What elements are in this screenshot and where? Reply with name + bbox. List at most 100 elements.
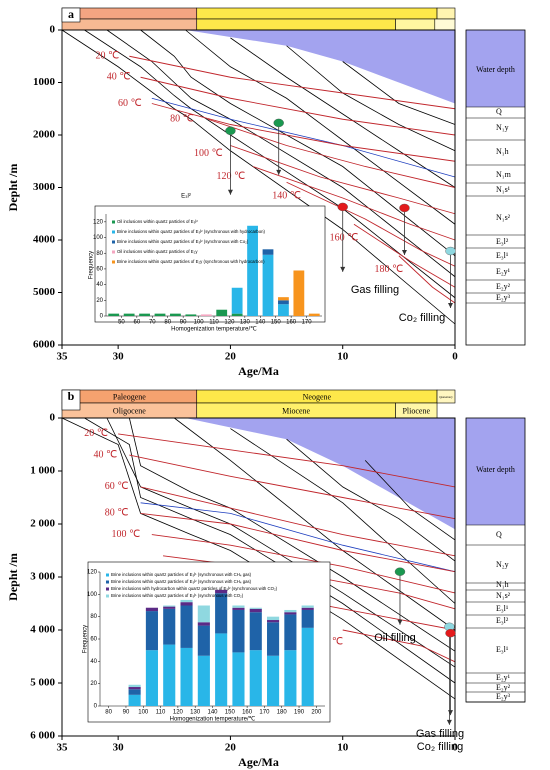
bar — [197, 622, 210, 626]
timescale-label: Paleogene — [113, 392, 146, 401]
x-tick-label: 170 — [259, 710, 270, 716]
filling-marker — [225, 126, 236, 136]
isotherm-line — [140, 76, 456, 136]
bar — [301, 605, 314, 608]
x-tick-label: 160 — [286, 320, 297, 326]
isotherm-label: 40 ℃ — [94, 449, 118, 460]
column-label: Water depth — [476, 465, 515, 474]
bar — [232, 652, 245, 706]
isotherm-line — [151, 534, 456, 594]
filling-marker — [394, 567, 406, 576]
legend-label: Brine inclusions within quartz particles… — [111, 579, 252, 584]
y-tick-label: 100 — [87, 592, 98, 598]
y-tick-label: 5000 — [33, 286, 56, 298]
burial-line — [140, 29, 456, 257]
isotherm-line — [129, 55, 456, 110]
column-label: N₁y — [496, 123, 509, 132]
isotherm-label: 100 ℃ — [111, 529, 140, 540]
y-tick-label: 0 — [100, 314, 104, 320]
x-tick-label: 170 — [302, 320, 313, 326]
filling-marker — [337, 202, 348, 212]
isotherm-label: 20 ℃ — [84, 428, 108, 439]
y-tick-label: 40 — [90, 659, 97, 665]
isotherm-label: 60 ℃ — [118, 98, 142, 109]
timescale-cell — [196, 18, 396, 31]
x-axis-label: Homogenization temperature/℃ — [170, 717, 256, 723]
legend-label: Brine inclusions with hydrocarbon within… — [111, 586, 278, 591]
bar — [249, 650, 262, 706]
y-tick-label: 3 000 — [30, 571, 55, 583]
x-tick-label: 70 — [149, 320, 156, 326]
y-tick-label: 2 000 — [30, 518, 55, 530]
timescale-cell — [61, 7, 198, 20]
legend-label: Brine inclusions within quartz particles… — [111, 572, 252, 577]
column-water — [466, 30, 525, 107]
y-axis-label: Frequency — [89, 251, 95, 279]
burial-line — [342, 61, 456, 125]
column-label: E₃l¹ — [496, 251, 509, 260]
bar — [278, 297, 289, 301]
column-label: E₃l¹ — [496, 604, 509, 613]
y-tick-label: 120 — [87, 570, 98, 576]
burial-line — [185, 29, 456, 225]
x-tick-label: 20 — [225, 742, 237, 754]
isotherm-label: 20 ℃ — [96, 51, 120, 62]
legend-label: Brine inclusions within quartz particles… — [111, 593, 244, 598]
timescale-label: Oligocene — [113, 406, 146, 415]
y-tick-label: 20 — [90, 681, 97, 687]
bar — [215, 633, 228, 706]
bar — [262, 254, 274, 316]
bar — [262, 249, 274, 255]
annotation: Co₂ filling — [399, 312, 445, 324]
burial-line — [140, 502, 456, 573]
y-tick-label: 0 — [50, 24, 56, 36]
timescale-cell — [434, 18, 456, 31]
column-label: E₃l² — [496, 616, 509, 625]
x-axis-label: Homogenization temperature/℃ — [171, 327, 257, 333]
timescale-label: Miocene — [282, 406, 310, 415]
isotherm-line — [207, 118, 456, 188]
bar — [249, 608, 262, 613]
y-tick-label: 40 — [96, 282, 103, 288]
column-label: Q — [496, 107, 502, 116]
bar — [145, 607, 158, 612]
legend-swatch — [112, 240, 115, 244]
isotherm-line — [129, 454, 456, 520]
bar — [215, 593, 228, 634]
isotherm-line — [353, 223, 456, 288]
legend-label: Brine inclusions within quartz particles… — [117, 239, 249, 244]
x-tick-label: 0 — [452, 351, 458, 363]
x-tick-label: 120 — [173, 710, 184, 716]
legend-swatch — [106, 587, 109, 591]
legend-swatch — [112, 250, 115, 254]
filling-marker — [445, 628, 456, 638]
x-tick-label: 35 — [57, 351, 69, 363]
bar — [180, 602, 193, 606]
x-tick-label: 140 — [207, 710, 218, 716]
arrow-head — [448, 303, 454, 309]
bar — [170, 313, 181, 316]
x-tick-label: 35 — [57, 742, 69, 754]
bar — [249, 612, 262, 651]
y-tick-label: 1000 — [33, 76, 56, 88]
annotation: Gas filling — [416, 728, 464, 740]
y-tick-label: 120 — [93, 219, 104, 225]
x-tick-label: 150 — [225, 710, 236, 716]
bar — [278, 300, 289, 305]
legend-label: Brine inclusions within quartz particles… — [117, 259, 265, 264]
legend-swatch — [106, 580, 109, 584]
bar — [216, 309, 228, 316]
y-tick-label: 20 — [96, 298, 103, 304]
column-label: E₂y¹ — [496, 673, 511, 682]
column-water — [466, 418, 525, 525]
bar — [284, 612, 297, 615]
isotherm-line — [286, 181, 456, 267]
panel-label: a — [68, 7, 74, 21]
bar — [232, 607, 245, 610]
bar — [123, 313, 135, 316]
isotherm-line — [342, 629, 456, 663]
bar — [249, 607, 262, 609]
bar — [284, 614, 297, 651]
burial-line — [230, 428, 456, 604]
isotherm-label: 100 ℃ — [194, 148, 223, 159]
